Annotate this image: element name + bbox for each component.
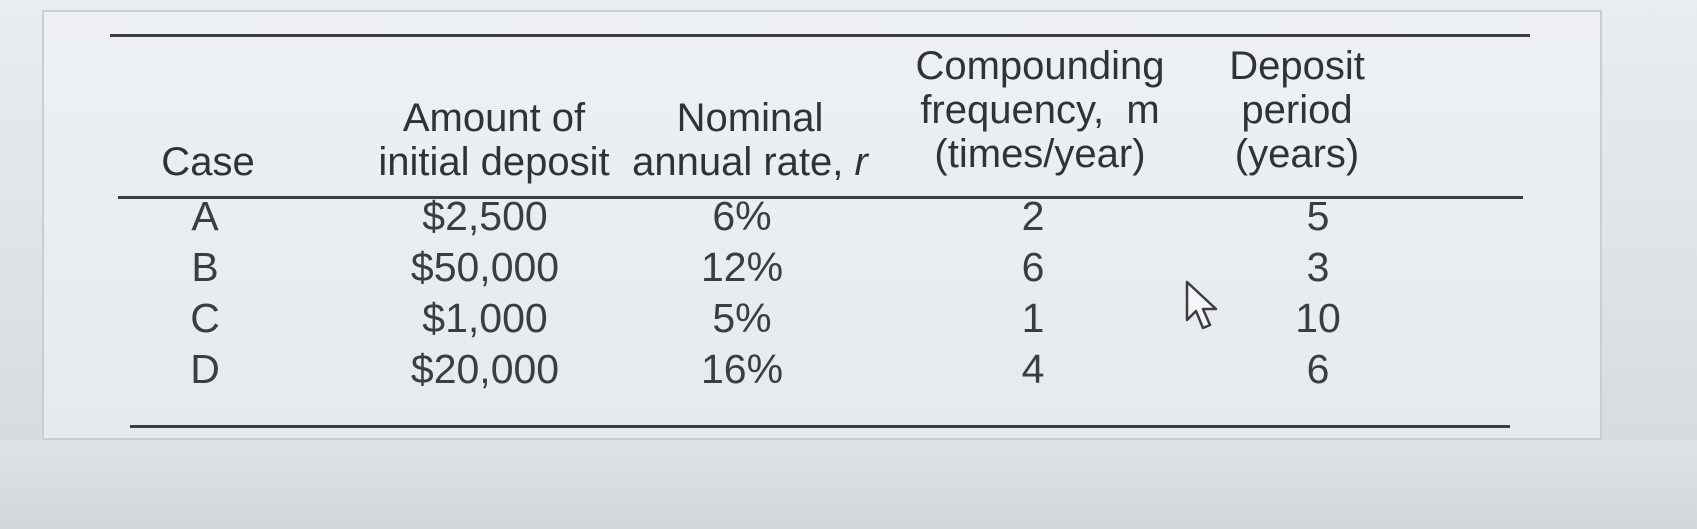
header-period-line-1: Deposit bbox=[1229, 44, 1365, 88]
header-case-line: Case bbox=[161, 140, 255, 184]
header-rate-variable: r bbox=[854, 140, 868, 184]
header-frequency-line-1: Compounding bbox=[915, 44, 1165, 88]
table-row-a-amount: $2,500 bbox=[422, 193, 548, 239]
header-rate-line-2: annual rate, r bbox=[632, 140, 868, 184]
header-rate-line-1: Nominal bbox=[676, 96, 824, 140]
table-row-a-rate: 6% bbox=[712, 193, 772, 239]
table-row-c-amount: $1,000 bbox=[422, 295, 548, 341]
header-amount-line-2: initial deposit bbox=[378, 140, 610, 184]
table-row-d-amount: $20,000 bbox=[410, 346, 560, 392]
header-period-line-3: (years) bbox=[1234, 132, 1360, 176]
table-row-b-period: 3 bbox=[1306, 244, 1330, 290]
header-case: Case bbox=[161, 140, 254, 184]
table-row-b-rate: 12% bbox=[700, 244, 784, 290]
table-row-d-period: 6 bbox=[1306, 346, 1330, 392]
table-top-rule bbox=[110, 34, 1530, 37]
table-row-a-case: A bbox=[191, 193, 219, 239]
table-row-b-frequency: 6 bbox=[1021, 244, 1045, 290]
header-period-line-2: period bbox=[1241, 88, 1353, 132]
table-bottom-rule bbox=[130, 425, 1510, 428]
mouse-pointer-icon bbox=[1185, 280, 1218, 330]
table-row-b-amount: $50,000 bbox=[410, 244, 560, 290]
header-rate: Nominal annual rate, r bbox=[632, 96, 868, 184]
table-row-c-case: C bbox=[190, 295, 220, 341]
table-row-a-period: 5 bbox=[1306, 193, 1330, 239]
header-frequency-line-2: frequency, m bbox=[920, 88, 1160, 132]
table-row-a-frequency: 2 bbox=[1021, 193, 1045, 239]
header-rate-label: annual rate, bbox=[632, 140, 844, 184]
header-frequency-line-3: (times/year) bbox=[934, 132, 1146, 176]
table-row-c-frequency: 1 bbox=[1021, 295, 1045, 341]
header-frequency: Compounding frequency, m (times/year) bbox=[915, 44, 1164, 176]
header-amount-line-1: Amount of bbox=[402, 96, 586, 140]
header-divider-rule bbox=[118, 196, 1523, 199]
table-row-c-period: 10 bbox=[1295, 295, 1341, 341]
table-row-b-case: B bbox=[191, 244, 219, 290]
table-row-d-frequency: 4 bbox=[1021, 346, 1045, 392]
header-period: Deposit period (years) bbox=[1229, 44, 1365, 176]
table-row-c-rate: 5% bbox=[712, 295, 772, 341]
table-row-d-rate: 16% bbox=[700, 346, 784, 392]
header-amount: Amount of initial deposit bbox=[378, 96, 609, 184]
table-panel bbox=[42, 10, 1602, 440]
screen-background bbox=[0, 440, 1697, 529]
table-row-d-case: D bbox=[190, 346, 220, 392]
